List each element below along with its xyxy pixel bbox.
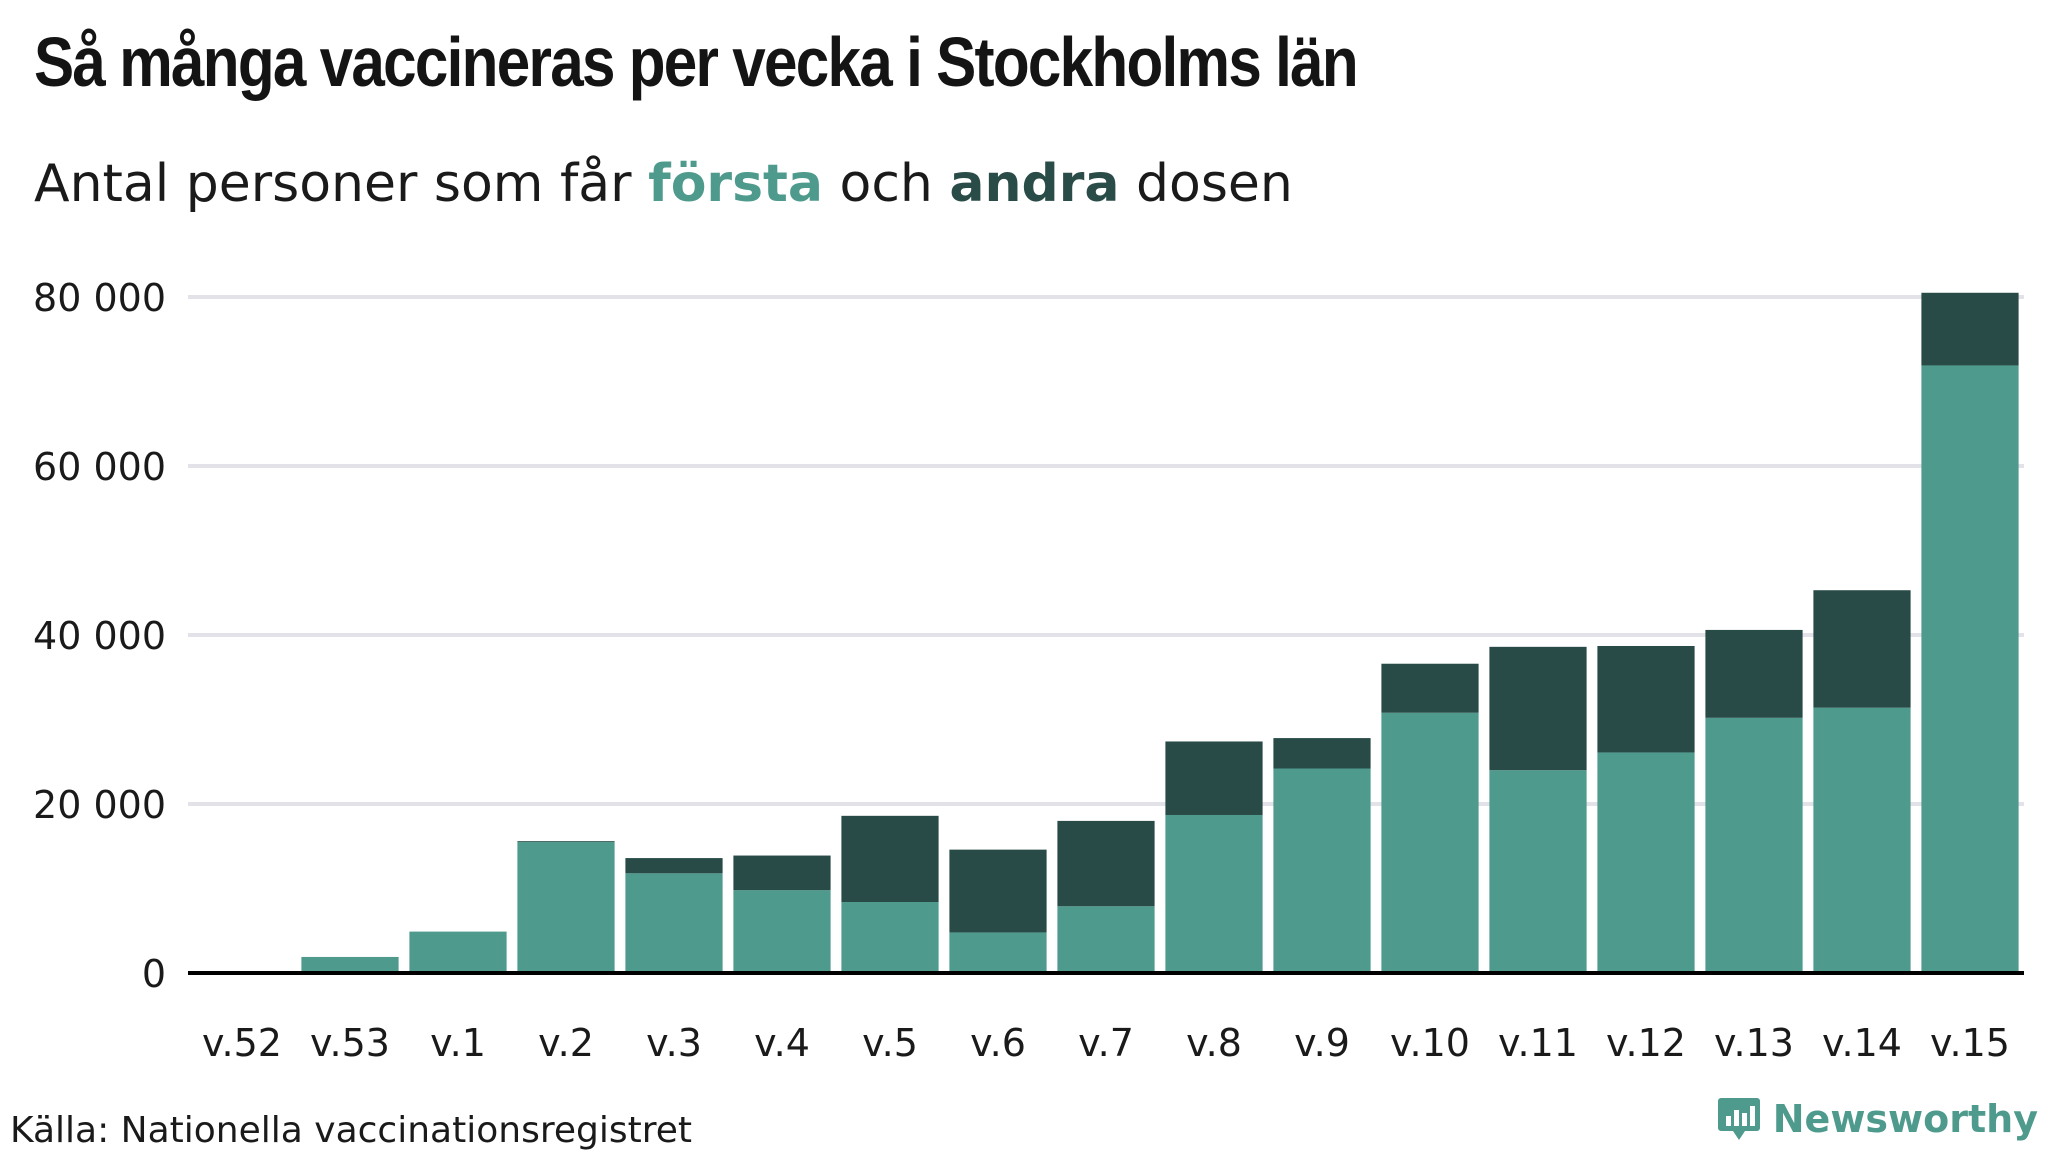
- bar-second-dose: [949, 849, 1047, 933]
- bar-first-dose: [1057, 906, 1155, 973]
- x-tick-label: v.4: [754, 1021, 810, 1065]
- x-tick-label: v.7: [1078, 1021, 1134, 1065]
- bar-second-dose: [1273, 738, 1371, 769]
- bar-second-dose: [841, 815, 939, 903]
- bar-second-dose: [517, 841, 615, 843]
- x-tick-label: v.8: [1186, 1021, 1242, 1065]
- chart-title: Så många vaccineras per vecka i Stockhol…: [34, 23, 1359, 101]
- y-tick-label: 20 000: [33, 783, 166, 827]
- bar-first-dose: [1381, 712, 1479, 973]
- x-tick-label: v.9: [1294, 1021, 1350, 1065]
- bar-second-dose: [1705, 629, 1803, 718]
- x-tick-label: v.15: [1930, 1021, 2010, 1065]
- bar-first-dose: [409, 931, 507, 973]
- bar-first-dose: [949, 932, 1047, 973]
- x-tick-label: v.10: [1390, 1021, 1470, 1065]
- bar-first-dose: [1921, 365, 2019, 973]
- bar-second-dose: [1921, 292, 2019, 366]
- x-tick-label: v.53: [310, 1021, 390, 1065]
- bar-first-dose: [1489, 770, 1587, 973]
- x-tick-label: v.12: [1606, 1021, 1686, 1065]
- source-note: Källa: Nationella vaccinationsregistret: [10, 1110, 692, 1151]
- chart-subtitle: Antal personer som får första och andra …: [34, 154, 1293, 214]
- y-tick-label: 80 000: [33, 276, 166, 320]
- brand-logo: Newsworthy: [1717, 1096, 2038, 1142]
- subtitle-prefix: Antal personer som får: [34, 154, 649, 214]
- bar-first-dose: [1165, 814, 1263, 973]
- bar-second-dose: [733, 855, 831, 891]
- bars: [301, 292, 2019, 973]
- bar-second-dose: [625, 858, 723, 874]
- x-tick-label: v.11: [1498, 1021, 1578, 1065]
- bar-second-dose: [1381, 663, 1479, 713]
- legend-second-dose: andra: [949, 154, 1120, 214]
- y-axis-tick-labels: 0 20 000 40 000 60 000 80 000: [33, 276, 166, 996]
- x-tick-label: v.2: [538, 1021, 594, 1065]
- bar-first-dose: [1597, 752, 1695, 973]
- x-tick-label: v.5: [862, 1021, 918, 1065]
- y-tick-label: 0: [142, 952, 166, 996]
- bar-second-dose: [1165, 741, 1263, 815]
- brand-name: Newsworthy: [1772, 1097, 2038, 1141]
- bar-first-dose: [1273, 768, 1371, 973]
- x-tick-label: v.6: [970, 1021, 1026, 1065]
- x-tick-label: v.14: [1822, 1021, 1902, 1065]
- legend-first-dose: första: [648, 154, 823, 214]
- newsworthy-logo-icon: [1717, 1098, 1760, 1140]
- bar-first-dose: [1705, 717, 1803, 973]
- x-tick-label: v.52: [202, 1021, 282, 1065]
- bar-first-dose: [1813, 707, 1911, 973]
- y-tick-label: 60 000: [33, 445, 166, 489]
- bar-second-dose: [1057, 820, 1155, 907]
- bar-second-dose: [1597, 645, 1695, 753]
- bar-first-dose: [517, 842, 615, 973]
- bar-second-dose: [1489, 646, 1587, 771]
- bar-first-dose: [301, 956, 399, 973]
- subtitle-suffix: dosen: [1119, 154, 1293, 214]
- x-tick-label: v.3: [646, 1021, 702, 1065]
- y-tick-label: 40 000: [33, 614, 166, 658]
- bar-first-dose: [841, 902, 939, 973]
- bar-second-dose: [1813, 590, 1911, 708]
- bar-first-dose: [625, 873, 723, 973]
- bar-first-dose: [733, 890, 831, 973]
- x-tick-label: v.13: [1714, 1021, 1794, 1065]
- x-axis-tick-labels: v.52 v.53 v.1 v.2 v.3 v.4 v.5 v.6 v.7 v.8 v.9 v.10 v…: [202, 1021, 2010, 1065]
- subtitle-middle: och: [822, 154, 950, 214]
- x-tick-label: v.1: [430, 1021, 486, 1065]
